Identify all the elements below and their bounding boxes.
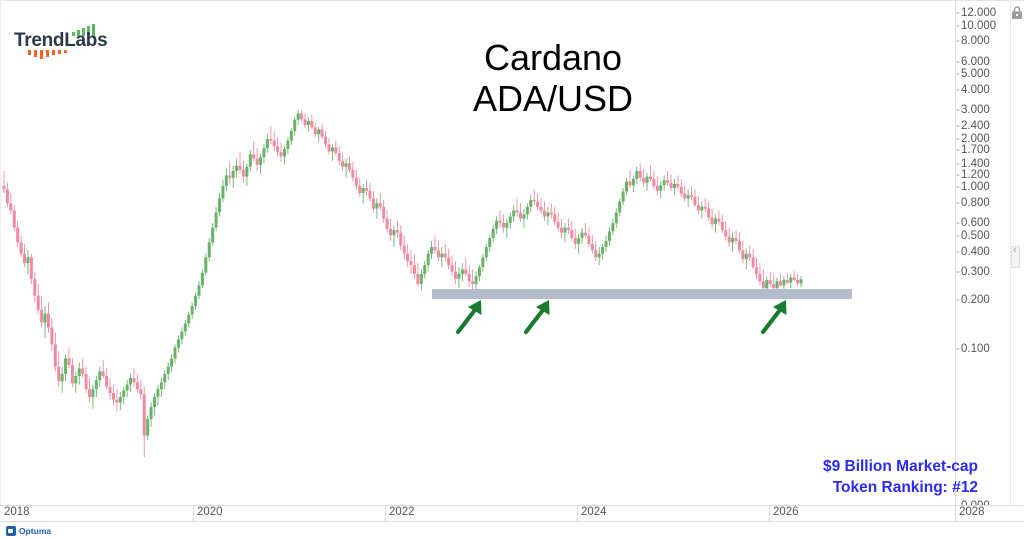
market-cap-annotation: $9 Billion Market-cap Token Ranking: #12 — [823, 456, 978, 498]
price-axis-tick: -2.000 — [956, 132, 990, 145]
price-axis-tick: -0.400 — [956, 245, 990, 258]
date-axis-tick: 2028 — [959, 506, 985, 518]
annotation-line2: Token Ranking: #12 — [832, 479, 978, 496]
logo-orange-bars-icon — [28, 50, 80, 60]
logo-wordmark: TrendLabs — [14, 30, 108, 51]
date-axis-separator — [193, 506, 194, 521]
support-arrow-2 — [523, 300, 550, 335]
price-axis-tick: -1.700 — [956, 144, 990, 157]
price-axis-tick: -4.000 — [956, 84, 990, 97]
support-level-band[interactable] — [432, 289, 852, 299]
chevron-left-icon[interactable] — [1011, 244, 1020, 268]
candlestick-series — [2, 109, 803, 458]
price-axis-tick: -6.000 — [956, 55, 990, 68]
price-axis-tick: -1.400 — [956, 157, 990, 170]
price-axis-tick: -1.200 — [956, 168, 990, 181]
support-arrow-1 — [455, 300, 482, 335]
price-axis[interactable]: -12.000 -10.000 -8.000 -6.000 -5.000 -4.000 -3… — [956, 0, 1010, 521]
price-axis-tick: -12.000 — [956, 7, 997, 19]
price-axis-tick: -0.500 — [956, 230, 990, 243]
price-axis-tick: -0.100 — [956, 343, 990, 355]
price-axis-tick: -0.200 — [956, 294, 990, 307]
price-axis-tick: -0.300 — [956, 265, 990, 278]
optuma-watermark: Optuma — [6, 526, 51, 536]
price-axis-tick: -0.800 — [956, 197, 990, 210]
price-plot-area[interactable] — [1, 1, 955, 505]
frame-bottom-border — [0, 521, 1024, 522]
date-axis-tick: 2022 — [389, 506, 415, 518]
date-axis-tick: 2026 — [773, 506, 799, 518]
price-axis-tick: -1.000 — [956, 181, 990, 194]
frame-top-border — [0, 0, 1024, 1]
support-arrow-3 — [760, 300, 787, 335]
price-axis-tick: -8.000 — [956, 35, 990, 48]
date-axis-tick: 2018 — [4, 506, 30, 518]
logo-green-bars-icon — [72, 24, 112, 36]
price-axis-tick: -10.000 — [956, 19, 997, 32]
date-axis-separator — [385, 506, 386, 521]
optuma-logo-icon — [6, 526, 16, 536]
trendlabs-logo: TrendLabs — [14, 22, 114, 62]
frame-left-border — [0, 0, 1, 521]
annotation-line1: $9 Billion Market-cap — [822, 458, 978, 475]
date-axis-tick: 2024 — [581, 506, 607, 518]
plot-right-border — [955, 0, 956, 521]
date-axis-tick: 2020 — [197, 506, 223, 518]
price-axis-tick: -5.000 — [956, 68, 990, 81]
date-axis[interactable]: 2018 2020 2022 2024 2026 2028 — [0, 506, 1024, 521]
date-axis-separator — [769, 506, 770, 521]
date-axis-separator — [577, 506, 578, 521]
date-axis-separator — [955, 506, 956, 521]
price-axis-tick: -0.600 — [956, 217, 990, 230]
date-axis-top-border — [0, 505, 1024, 506]
price-axis-tick: -2.400 — [956, 119, 990, 132]
price-axis-tick: -3.000 — [956, 104, 990, 117]
lock-icon[interactable] — [1011, 6, 1023, 20]
optuma-label: Optuma — [19, 526, 52, 536]
